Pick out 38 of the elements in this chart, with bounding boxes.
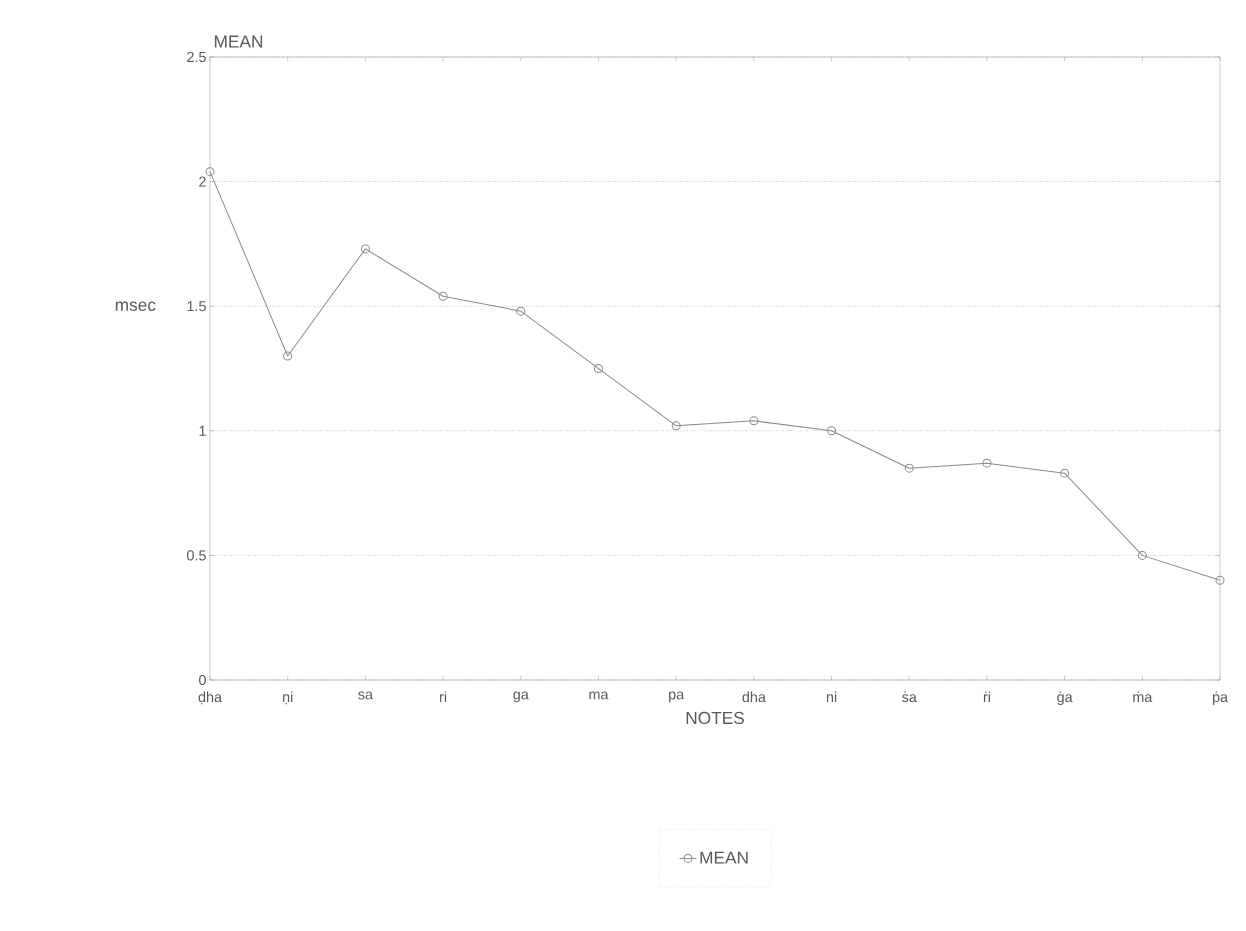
point [1215,575,1225,585]
x-tick-label: sa [358,691,373,700]
y-tick-label: 2 [199,176,206,187]
x-tick-label: ri [440,691,447,702]
y-tick-label: 0 [199,674,206,686]
y-tick-label: 1 [199,425,206,436]
point [593,364,603,373]
x-tick-label: ṡa [902,691,917,703]
x-tick-label: ḍha [198,691,223,705]
x-tick-label: ṇi [283,691,293,705]
point [749,416,759,426]
y-tick-label: 2.5 [187,51,206,63]
x-tick-label: ṁa [1133,691,1153,703]
x-tick-label: ga [513,691,529,703]
x-tick-label: pa [669,691,685,703]
point [438,291,448,301]
chart-title: MEAN [214,35,263,48]
point [360,244,370,254]
point [982,458,992,468]
x-axis-title: NOTES [686,711,744,725]
x-tick-label: ṙi [983,691,990,702]
point [827,426,837,436]
point [516,306,526,316]
x-tick-label: ṗa [1212,691,1229,705]
point [1060,468,1070,478]
point [671,421,681,431]
y-tick-label: 1.5 [187,301,206,312]
x-tick-label: dha [742,691,766,703]
point [205,167,215,177]
point [283,351,293,361]
legend-label: MEAN [700,851,748,864]
y-tick-label: 0.5 [187,550,206,561]
x-tick-label: ni [826,691,837,702]
x-tick-label: ġa [1057,691,1073,705]
x-tick-label: ma [589,691,609,700]
y-axis-title: msec [115,301,156,311]
point [1137,550,1147,560]
point [904,463,914,473]
